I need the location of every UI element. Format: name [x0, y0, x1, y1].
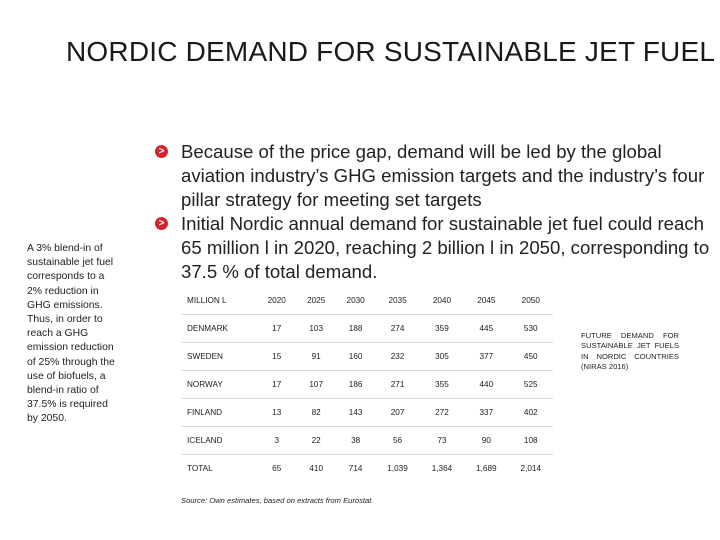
column-header: 2040: [419, 287, 465, 315]
table-cell: 22: [296, 426, 336, 455]
table-cell: 355: [419, 370, 465, 399]
demand-table: MILLION L 2020 2025 2030 2035 2040 2045 …: [181, 287, 553, 482]
table-cell: 73: [419, 426, 465, 455]
table-cell: 15: [257, 342, 297, 371]
table-cell: 103: [296, 314, 336, 343]
table-cell: 272: [419, 398, 465, 427]
column-header: 2050: [508, 287, 553, 315]
table-cell: 107: [296, 370, 336, 399]
row-label: FINLAND: [181, 398, 257, 427]
table-cell: 160: [335, 342, 376, 371]
table-cell: 525: [508, 370, 553, 399]
table-cell: 91: [296, 342, 336, 371]
table-row: FINLAND 13 82 143 207 272 337 402: [181, 398, 553, 427]
table-cell: 305: [419, 342, 465, 371]
row-label: TOTAL: [187, 464, 213, 473]
table-cell: 65: [272, 464, 282, 473]
table-cell: 108: [508, 426, 553, 455]
column-header: 2045: [464, 287, 509, 315]
row-label: NORWAY: [181, 370, 257, 399]
row-label: ICELAND: [181, 426, 257, 455]
table-cell: 2,014: [520, 464, 542, 473]
table-cell: 274: [375, 314, 420, 343]
table-cell: 38: [335, 426, 376, 455]
table-cell: 3: [257, 426, 297, 455]
table-cell: 143: [335, 398, 376, 427]
demand-table-area: MILLION L 2020 2025 2030 2035 2040 2045 …: [181, 287, 553, 505]
bullet-list: > Because of the price gap, demand will …: [155, 140, 715, 284]
table-cell: 17: [257, 314, 297, 343]
table-cell: 440: [464, 370, 509, 399]
table-row: SWEDEN 15 91 160 232 305 377 450: [181, 342, 553, 371]
table-row: NORWAY 17 107 186 271 355 440 525: [181, 370, 553, 399]
table-cell: 56: [375, 426, 420, 455]
table-cell: 186: [335, 370, 376, 399]
table-cell: 337: [464, 398, 509, 427]
column-header: 2025: [296, 287, 336, 315]
table-cell: 714: [348, 464, 363, 473]
row-label: DENMARK: [181, 314, 257, 343]
table-caption: FUTURE DEMAND FOR SUSTAINABLE JET FUELS …: [581, 331, 679, 372]
table-cell: 13: [257, 398, 297, 427]
bullet-item: > Because of the price gap, demand will …: [155, 140, 715, 212]
table-cell: 232: [375, 342, 420, 371]
table-cell: 1,364: [431, 464, 453, 473]
table-cell: 450: [508, 342, 553, 371]
table-cell: 410: [309, 464, 324, 473]
column-header: 2030: [335, 287, 376, 315]
bullet-item: > Initial Nordic annual demand for susta…: [155, 212, 715, 284]
table-cell: 1,689: [476, 464, 497, 473]
table-cell: 207: [375, 398, 420, 427]
table-cell: 90: [464, 426, 509, 455]
table-cell: 530: [508, 314, 553, 343]
bullet-text: Because of the price gap, demand will be…: [181, 141, 705, 210]
table-cell: 188: [335, 314, 376, 343]
table-row: DENMARK 17 103 188 274 359 445 530: [181, 314, 553, 343]
table-header-row: MILLION L 2020 2025 2030 2035 2040 2045 …: [181, 287, 553, 315]
table-row: ICELAND 3 22 38 56 73 90 108: [181, 426, 553, 455]
chevron-right-icon: >: [155, 145, 168, 158]
table-total-row: TOTAL 65 410 714 1,039 1,364 1,689 2,014: [181, 455, 553, 483]
table-cell: 402: [508, 398, 553, 427]
bullet-text: Initial Nordic annual demand for sustain…: [181, 213, 710, 282]
table-cell: 82: [296, 398, 336, 427]
table-cell: 1,039: [387, 464, 408, 473]
table-source-note: Source: Own estimates, based on extracts…: [181, 496, 374, 505]
table-cell: 377: [464, 342, 509, 371]
table-cell: 271: [375, 370, 420, 399]
table-cell: 359: [419, 314, 465, 343]
slide-title: NORDIC DEMAND FOR SUSTAINABLE JET FUEL: [66, 36, 716, 67]
column-header: MILLION L: [181, 287, 257, 315]
column-header: 2035: [375, 287, 420, 315]
table-cell: 17: [257, 370, 297, 399]
table-cell: 445: [464, 314, 509, 343]
row-label: SWEDEN: [181, 342, 257, 371]
column-header: 2020: [257, 287, 297, 315]
side-note: A 3% blend-in of sustainable jet fuel co…: [27, 243, 115, 425]
chevron-right-icon: >: [155, 217, 168, 230]
